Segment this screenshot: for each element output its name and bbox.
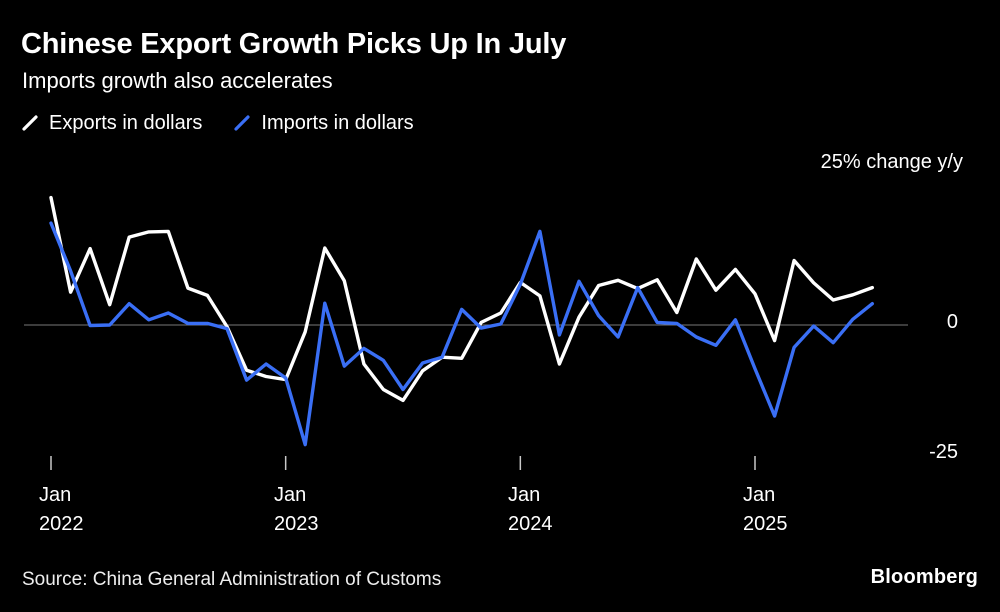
x-tick-month: Jan [743,484,776,506]
y-axis-unit-label: 25% change y/y [820,151,963,173]
x-tick-month: Jan [274,484,307,506]
page-title: Chinese Export Growth Picks Up In July [21,28,567,60]
y-tick-minus-25: -25 [929,441,958,463]
x-tick-year: 2023 [274,513,319,535]
x-tick-month: Jan [39,484,72,506]
x-tick-month: Jan [508,484,541,506]
legend-label-imports: Imports in dollars [261,112,414,134]
legend-label-exports: Exports in dollars [49,112,203,134]
x-tick-jan-2022: Jan 2022 [39,481,84,539]
x-tick-year: 2022 [39,513,84,535]
bloomberg-logo: Bloomberg [870,566,978,588]
x-tick-year: 2025 [743,513,788,535]
chart-subtitle: Imports growth also accelerates [22,68,333,93]
x-tick-jan-2024: Jan 2024 [508,481,553,539]
source-text: Source: China General Administration of … [22,569,442,590]
y-tick-zero: 0 [946,311,958,333]
legend: Exports in dollars Imports in dollars [22,112,414,135]
legend-item-imports: Imports in dollars [234,112,414,135]
x-tick-jan-2023: Jan 2023 [274,481,319,539]
exports-line [49,195,874,403]
imports-line-swatch-icon [234,115,251,131]
exports-line-swatch-icon [22,115,38,131]
x-tick-jan-2025: Jan 2025 [743,481,788,539]
x-tick-year: 2024 [508,513,553,535]
imports-line [49,221,874,447]
legend-item-exports: Exports in dollars [22,112,202,135]
